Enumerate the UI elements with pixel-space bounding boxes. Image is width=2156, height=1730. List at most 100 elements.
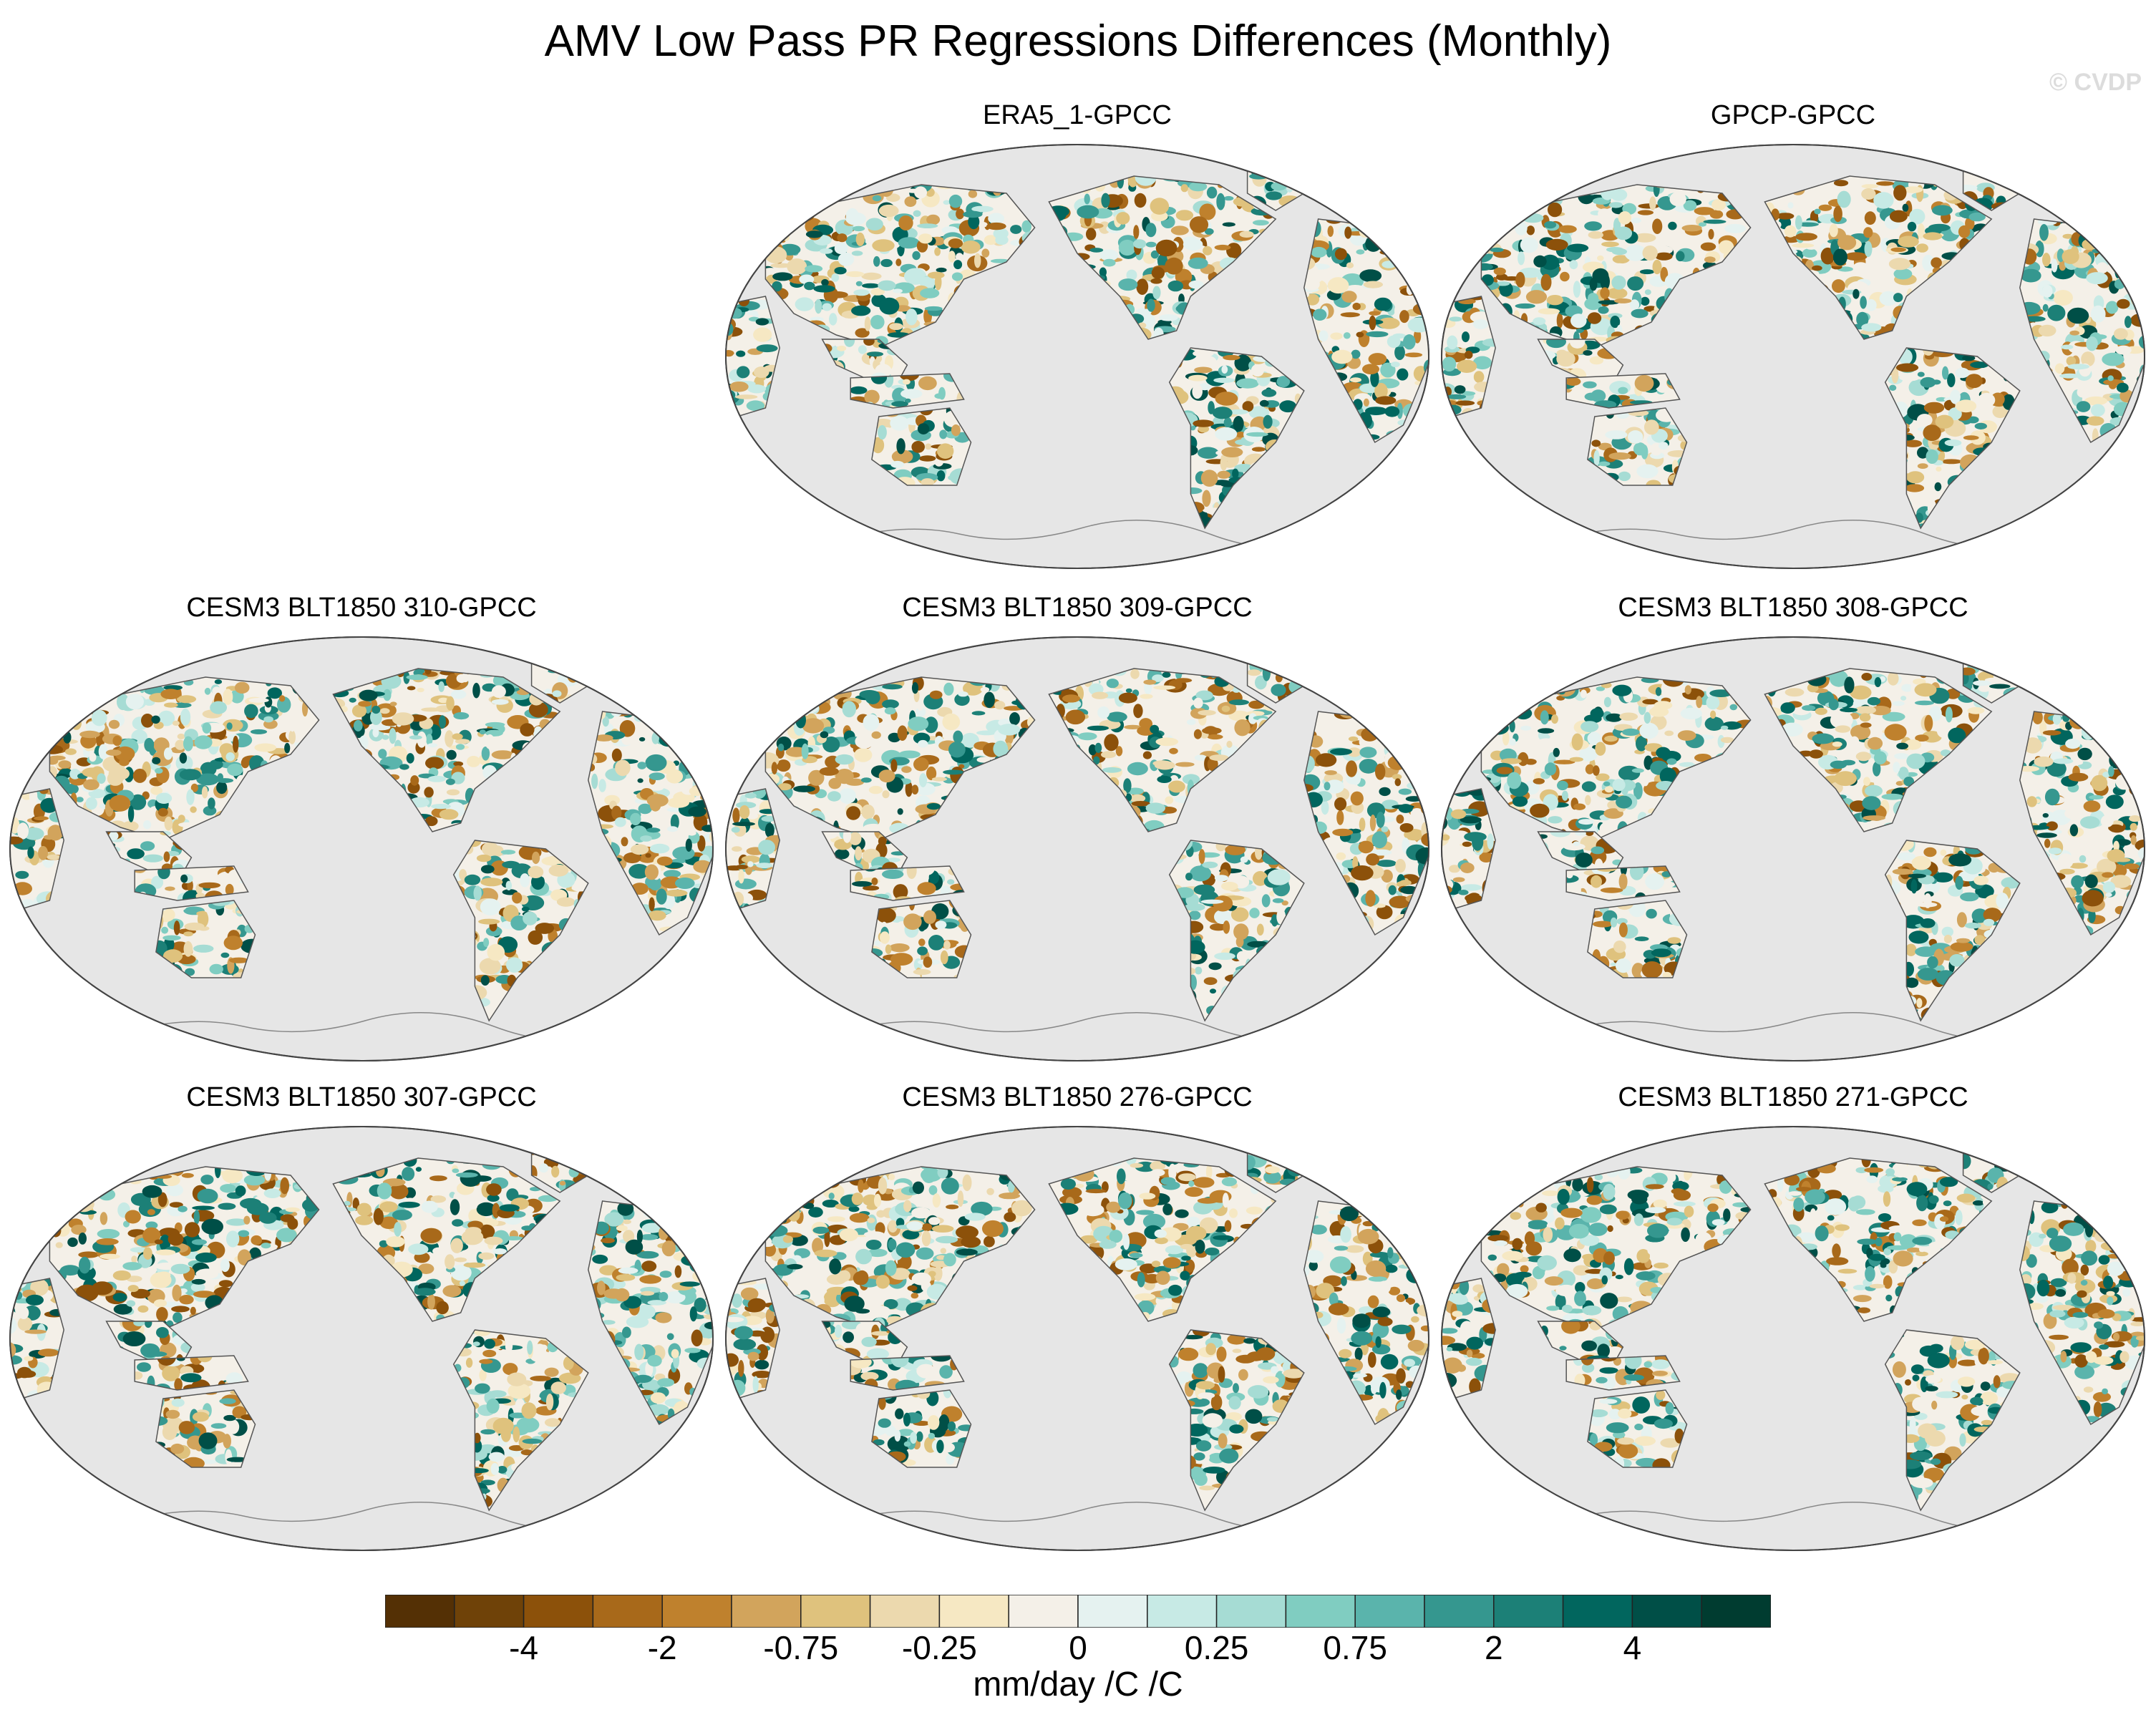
continent-africa-left	[1442, 296, 1496, 417]
colorbar-swatch	[1077, 1595, 1148, 1628]
continent-south-america	[1884, 840, 2021, 1022]
colorbar-tick-label: 4	[1623, 1629, 1642, 1666]
continent-australia	[1587, 1389, 1688, 1468]
colorbar-swatch	[661, 1595, 732, 1628]
panel-title: CESM3 BLT1850 308-GPCC	[1618, 593, 1968, 623]
world-map	[725, 636, 1429, 1061]
panel-title: CESM3 BLT1850 310-GPCC	[186, 593, 537, 623]
map-panel: CESM3 BLT1850 307-GPCC	[7, 1082, 716, 1569]
continent-south-america	[452, 840, 589, 1022]
panel-title: CESM3 BLT1850 271-GPCC	[1618, 1082, 1968, 1112]
continent-south-america	[452, 1329, 589, 1512]
continent-asia	[1480, 676, 1752, 841]
continent-maritime	[850, 373, 965, 409]
world-map	[725, 1126, 1429, 1551]
colorbar-swatch	[1701, 1595, 1771, 1628]
continent-australia	[871, 407, 972, 486]
continent-australia	[1587, 900, 1688, 978]
world-map	[1441, 1126, 2145, 1551]
colorbar-swatch	[1631, 1595, 1702, 1628]
continent-asia	[1480, 184, 1752, 349]
continent-australia	[871, 900, 972, 978]
continent-south-america	[1884, 1329, 2021, 1512]
colorbar	[385, 1595, 1771, 1628]
colorbar-swatch	[731, 1595, 802, 1628]
panel-title: ERA5_1-GPCC	[983, 100, 1172, 130]
continent-asia	[764, 1166, 1036, 1331]
colorbar-tick-label: -0.25	[901, 1629, 977, 1666]
continent-maritime	[1565, 373, 1681, 409]
map-panel: GPCP-GPCC	[1439, 100, 2147, 587]
panel-title: CESM3 BLT1850 276-GPCC	[902, 1082, 1253, 1112]
continent-south-america	[1884, 347, 2021, 530]
colorbar-swatch	[938, 1595, 1009, 1628]
colorbar-swatch	[1562, 1595, 1633, 1628]
colorbar-swatch	[800, 1595, 871, 1628]
colorbar-swatch	[1354, 1595, 1425, 1628]
continent-asia	[1480, 1166, 1752, 1331]
world-map	[9, 636, 714, 1061]
continent-australia	[155, 900, 256, 978]
continent-maritime	[1565, 1355, 1681, 1391]
continent-asia	[764, 184, 1036, 349]
continent-south-america	[1168, 347, 1305, 530]
world-map	[1441, 144, 2145, 569]
colorbar-swatch	[1285, 1595, 1356, 1628]
continent-north-america	[1764, 1157, 1993, 1322]
map-panel: ERA5_1-GPCC	[723, 100, 1432, 587]
colorbar-swatch	[1215, 1595, 1287, 1628]
colorbar-tick-label: -4	[509, 1629, 539, 1666]
page-title: AMV Low Pass PR Regressions Differences …	[544, 16, 1612, 66]
colorbar-tick-label: 0.75	[1323, 1629, 1387, 1666]
continent-africa-left	[10, 788, 64, 910]
colorbar-tick-label: -0.75	[763, 1629, 839, 1666]
continent-africa-left	[1442, 788, 1496, 910]
continent-asia	[764, 676, 1036, 841]
continent-maritime	[850, 865, 965, 901]
continent-south-america	[1168, 840, 1305, 1022]
continent-africa-left	[10, 1278, 64, 1399]
map-panel: CESM3 BLT1850 310-GPCC	[7, 593, 716, 1079]
map-panel: CESM3 BLT1850 308-GPCC	[1439, 593, 2147, 1079]
continent-africa-left	[1442, 1278, 1496, 1399]
panel-title: CESM3 BLT1850 307-GPCC	[186, 1082, 537, 1112]
colorbar-swatch	[869, 1595, 941, 1628]
colorbar-units: mm/day /C /C	[973, 1666, 1183, 1704]
continent-north-america	[332, 668, 561, 832]
continent-africa-left	[726, 788, 780, 910]
continent-maritime	[1565, 865, 1681, 901]
continent-north-america	[1048, 668, 1277, 832]
copyright-watermark: © CVDP	[2049, 69, 2142, 96]
continent-asia	[49, 676, 320, 841]
continent-maritime	[850, 1355, 965, 1391]
continent-north-america	[1764, 668, 1993, 832]
colorbar-swatch	[592, 1595, 663, 1628]
continent-maritime	[134, 1355, 249, 1391]
continent-africa-left	[726, 1278, 780, 1399]
colorbar-swatch	[454, 1595, 525, 1628]
colorbar-swatch	[1424, 1595, 1495, 1628]
colorbar-swatch	[523, 1595, 594, 1628]
continent-maritime	[134, 865, 249, 901]
colorbar-swatch	[1493, 1595, 1564, 1628]
map-panel: CESM3 BLT1850 309-GPCC	[723, 593, 1432, 1079]
continent-australia	[1587, 407, 1688, 486]
continent-australia	[871, 1389, 972, 1468]
colorbar-tick-label: 0	[1069, 1629, 1087, 1666]
colorbar-tick-label: -2	[647, 1629, 677, 1666]
continent-north-america	[1764, 175, 1993, 340]
colorbar-swatch	[385, 1595, 455, 1628]
world-map	[725, 144, 1429, 569]
colorbar-swatch	[1008, 1595, 1079, 1628]
continent-north-america	[1048, 175, 1277, 340]
continent-north-america	[332, 1157, 561, 1322]
colorbar-swatch	[1147, 1595, 1218, 1628]
panel-title: CESM3 BLT1850 309-GPCC	[902, 593, 1253, 623]
colorbar-tick-label: 0.25	[1184, 1629, 1249, 1666]
map-panel: CESM3 BLT1850 271-GPCC	[1439, 1082, 2147, 1569]
continent-asia	[49, 1166, 320, 1331]
colorbar-tick-label: 2	[1485, 1629, 1503, 1666]
world-map	[9, 1126, 714, 1551]
map-panel: CESM3 BLT1850 276-GPCC	[723, 1082, 1432, 1569]
continent-africa-left	[726, 296, 780, 417]
